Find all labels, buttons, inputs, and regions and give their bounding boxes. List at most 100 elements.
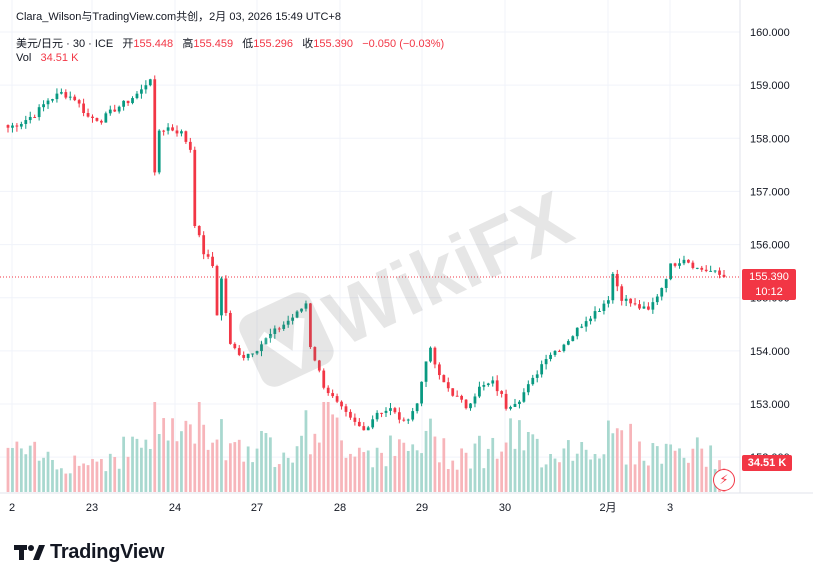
- volume-bar: [553, 458, 557, 492]
- volume-bar: [180, 431, 183, 492]
- candle-body: [117, 106, 121, 112]
- volume-bar: [687, 462, 690, 492]
- volume-bar: [606, 420, 610, 492]
- price-tick-label: 156.000: [750, 240, 790, 252]
- volume-bar: [624, 464, 628, 492]
- candle-body: [620, 286, 624, 301]
- high-value: 155.459: [193, 38, 234, 50]
- candle-body: [242, 354, 246, 358]
- volume-bar: [531, 434, 535, 492]
- volume-bar: [68, 473, 72, 492]
- candle-body: [389, 408, 392, 411]
- price-tick-label: 159.000: [750, 80, 790, 92]
- candle-body: [518, 401, 521, 405]
- volume-bar: [655, 446, 659, 492]
- volume-bar: [144, 439, 148, 492]
- volume-bar: [406, 450, 410, 492]
- time-tick-label: 28: [334, 502, 346, 514]
- candle-body: [486, 383, 490, 386]
- volume-bar: [357, 447, 361, 492]
- volume-bar: [642, 460, 646, 492]
- volume-bar: [482, 468, 486, 492]
- volume-bar: [140, 447, 143, 492]
- chart-area[interactable]: 160.000159.000158.000157.000156.000155.0…: [0, 0, 813, 520]
- volume-bar: [171, 418, 174, 492]
- volume-bar: [384, 466, 388, 492]
- candle-body: [211, 256, 214, 267]
- volume-bar: [438, 462, 441, 492]
- lightning-icon[interactable]: ⚡: [713, 469, 735, 491]
- time-axis[interactable]: 2 23 24 27 28 29 30 2月 3: [9, 502, 673, 514]
- candle-body: [33, 116, 37, 118]
- candle-body: [424, 361, 428, 382]
- candles: [6, 75, 726, 431]
- volume-bar: [469, 468, 472, 492]
- candlestick-chart[interactable]: 160.000159.000158.000157.000156.000155.0…: [0, 0, 813, 520]
- volume-bar: [317, 442, 321, 492]
- volume-bar: [509, 418, 512, 492]
- tradingview-logo-icon: [14, 545, 45, 560]
- volume-bar: [286, 457, 290, 492]
- candle-body: [397, 412, 401, 420]
- volume-bar: [362, 452, 366, 492]
- volume-bar: [571, 460, 575, 492]
- candle-body: [584, 321, 588, 327]
- time-tick-label: 30: [499, 502, 511, 514]
- candle-body: [131, 98, 134, 104]
- symbol-label[interactable]: 美元/日元 · 30 · ICE: [16, 38, 114, 50]
- candle-body: [82, 103, 85, 114]
- volume-bar: [575, 453, 579, 492]
- volume-bar: [73, 455, 77, 492]
- time-tick-label: 24: [169, 502, 181, 514]
- volume-bar: [486, 448, 490, 492]
- volume-bar: [233, 442, 237, 492]
- candle-body: [55, 93, 59, 100]
- candle-body: [553, 350, 557, 355]
- candle-body: [95, 117, 99, 121]
- candle-body: [313, 347, 317, 361]
- candle-body: [580, 326, 584, 328]
- candle-body: [86, 113, 90, 117]
- volume-bar: [629, 423, 632, 492]
- volume-bar: [678, 448, 681, 492]
- volume-bar: [197, 402, 201, 492]
- candle-body: [473, 396, 477, 404]
- candle-body: [157, 130, 161, 173]
- candle-body: [11, 125, 14, 128]
- volume-bar: [135, 438, 139, 492]
- grid: [0, 0, 740, 493]
- candle-body: [464, 399, 468, 409]
- last-price-tag: 155.390 10:12: [742, 268, 796, 300]
- volume-bar: [340, 440, 343, 492]
- volume-bar: [380, 452, 383, 492]
- volume-bar: [37, 460, 41, 492]
- candle-body: [126, 100, 130, 104]
- volume-bar: [162, 418, 166, 492]
- price-axis[interactable]: 160.000159.000158.000157.000156.000155.0…: [750, 27, 790, 464]
- candle-body: [509, 406, 512, 409]
- candle-body: [46, 100, 50, 105]
- volume-bar: [64, 473, 68, 492]
- volume-bar: [51, 459, 54, 492]
- volume-bar: [153, 402, 157, 492]
- candle-body: [713, 270, 717, 272]
- candle-body: [615, 273, 619, 287]
- footer-brand[interactable]: TradingView: [14, 540, 164, 564]
- candle-body: [197, 225, 201, 236]
- volume-bar: [518, 420, 521, 492]
- time-tick-label: 29: [416, 502, 428, 514]
- volume-bar: [331, 414, 335, 492]
- volume-bar: [455, 469, 459, 492]
- volume-bar: [260, 430, 263, 492]
- volume-bar: [397, 439, 401, 492]
- open-value: 155.448: [133, 38, 174, 50]
- candle-body: [295, 311, 299, 318]
- close-label: 收: [302, 38, 314, 50]
- candle-body: [402, 419, 406, 421]
- volume-bar: [335, 417, 339, 492]
- volume-bar: [411, 444, 415, 492]
- volume-bar: [91, 459, 94, 492]
- volume-bar: [300, 435, 303, 492]
- volume-bar: [42, 457, 45, 492]
- time-tick-label: 23: [86, 502, 98, 514]
